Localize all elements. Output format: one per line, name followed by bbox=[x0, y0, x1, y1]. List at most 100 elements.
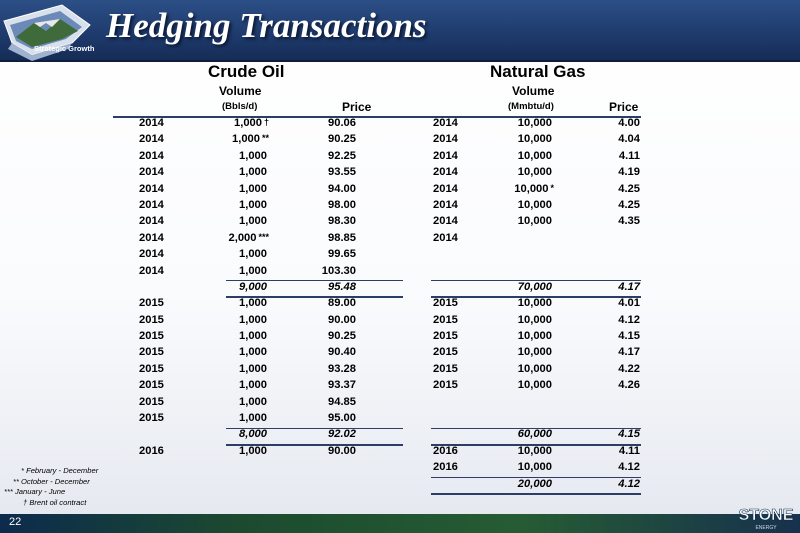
cell-oil-price: 98.00 bbox=[328, 198, 356, 211]
cell-gas-volume: 10,000 bbox=[518, 150, 554, 162]
cell-gas-price: 4.17 bbox=[618, 346, 640, 359]
cell-gas-year: 2014 bbox=[433, 166, 458, 179]
svg-text:ENERGY: ENERGY bbox=[755, 525, 777, 531]
cell-oil-volume: 1,000 bbox=[239, 150, 269, 162]
cell-gas-volume: 10,000 bbox=[518, 379, 554, 391]
cell-oil-price: 90.40 bbox=[328, 346, 356, 359]
cell-gas-price: 4.01 bbox=[618, 297, 640, 310]
footer-bar: 22 bbox=[0, 514, 800, 533]
cell-value: 1,000 bbox=[239, 166, 267, 179]
cell-oil-volume: 1,000 bbox=[239, 199, 269, 211]
cell-gas-price: 4.17 bbox=[618, 280, 640, 293]
subtotal-rule-bottom bbox=[226, 296, 403, 299]
subtotal-rule-top bbox=[226, 280, 403, 281]
table-row: 2015 1,000 93.37 2015 10,000 4.26 bbox=[113, 378, 641, 394]
table-body: 2014 1,000 † 90.06 2014 10,000 4.00 2014 1,000 **… bbox=[113, 116, 641, 496]
cell-oil-volume: 1,000 bbox=[239, 183, 269, 195]
cell-gas-volume bbox=[552, 232, 554, 244]
cell-gas-year: 2015 bbox=[433, 379, 458, 392]
subtotal-row: 9,000 95.48 70,000 4.17 bbox=[113, 280, 641, 296]
cell-gas-year: 2014 bbox=[433, 133, 458, 146]
footnote-marker: * bbox=[550, 182, 554, 193]
cell-oil-volume: 2,000 *** bbox=[228, 232, 269, 244]
cell-value: 1,000 bbox=[239, 198, 267, 211]
oil-volume-header: Volume bbox=[219, 84, 262, 98]
header-rule bbox=[113, 116, 641, 118]
cell-oil-price: 94.00 bbox=[328, 182, 356, 195]
cell-value: 2,000 bbox=[228, 231, 257, 244]
cell-gas-price: 4.12 bbox=[618, 313, 640, 326]
table-row: 2014 1,000 93.55 2014 10,000 4.19 bbox=[113, 165, 641, 181]
cell-gas-volume bbox=[552, 396, 554, 408]
cell-oil-volume: 9,000 bbox=[239, 281, 269, 293]
cell-value: 1,000 bbox=[239, 248, 267, 261]
table-row: 2014 1,000 ** 90.25 2014 10,000 4.04 bbox=[113, 132, 641, 148]
cell-oil-volume: 1,000 ** bbox=[232, 133, 269, 145]
cell-gas-volume: 10,000 bbox=[518, 346, 554, 358]
cell-gas-price: 4.19 bbox=[618, 166, 640, 179]
cell-value: 1,000 bbox=[239, 444, 267, 457]
cell-oil-year: 2015 bbox=[139, 313, 164, 326]
footnote: ** October - December bbox=[13, 476, 90, 486]
page-number: 22 bbox=[9, 516, 22, 528]
cell-gas-price: 4.25 bbox=[618, 182, 640, 195]
oil-volume-unit: (Bbls/d) bbox=[222, 101, 258, 112]
cell-oil-price: 103.30 bbox=[321, 264, 356, 277]
cell-gas-volume: 10,000 bbox=[518, 363, 554, 375]
cell-oil-year: 2015 bbox=[139, 379, 164, 392]
cell-value: 10,000 bbox=[517, 149, 552, 162]
cell-oil-price: 92.25 bbox=[328, 149, 356, 162]
cell-value: 10,000 bbox=[517, 297, 552, 310]
stone-company-logo: STONE ENERGY bbox=[738, 507, 794, 531]
cell-value: 20,000 bbox=[517, 477, 552, 490]
cell-value: 1,000 bbox=[239, 362, 267, 375]
cell-value: 1,000 bbox=[239, 264, 267, 277]
cell-oil-price: 90.00 bbox=[328, 444, 356, 457]
cell-gas-price: 4.15 bbox=[618, 428, 640, 441]
cell-oil-volume: 1,000 † bbox=[234, 117, 269, 129]
cell-gas-volume: 10,000 * bbox=[514, 183, 554, 195]
oil-price-header: Price bbox=[342, 100, 372, 114]
table-row: 2015 1,000 90.40 2015 10,000 4.17 bbox=[113, 345, 641, 361]
cell-gas-year: 2014 bbox=[433, 198, 458, 211]
cell-gas-year: 2015 bbox=[433, 297, 458, 310]
cell-value: 10,000 bbox=[517, 444, 552, 457]
footnote: *** January - June bbox=[4, 487, 66, 496]
cell-gas-price: 4.35 bbox=[618, 215, 640, 228]
cell-oil-volume: 8,000 bbox=[239, 428, 269, 440]
table-row: 2014 1,000 92.25 2014 10,000 4.11 bbox=[113, 149, 641, 165]
cell-gas-volume: 10,000 bbox=[518, 199, 554, 211]
cell-value: 10,000 bbox=[517, 198, 552, 211]
subtotal-row: 20,000 4.12 bbox=[113, 477, 641, 493]
cell-value: 1,000 bbox=[239, 395, 267, 408]
cell-oil-volume: 1,000 bbox=[239, 166, 269, 178]
cell-oil-year: 2014 bbox=[139, 117, 164, 129]
cell-oil-price: 90.25 bbox=[328, 330, 356, 343]
cell-oil-price: 90.06 bbox=[328, 117, 356, 129]
cell-oil-year: 2016 bbox=[139, 444, 164, 457]
subtotal-rule-bottom bbox=[431, 296, 641, 299]
cell-oil-volume: 1,000 bbox=[239, 215, 269, 227]
cell-gas-volume bbox=[552, 248, 554, 260]
cell-oil-year: 2015 bbox=[139, 330, 164, 343]
cell-gas-year: 2014 bbox=[433, 182, 458, 195]
table-row: 2014 1,000 † 90.06 2014 10,000 4.00 bbox=[113, 116, 641, 132]
gas-volume-unit: (Mmbtu/d) bbox=[508, 101, 554, 112]
crude-oil-heading: Crude Oil bbox=[208, 62, 285, 81]
cell-oil-year: 2014 bbox=[139, 231, 164, 244]
cell-value: 10,000 bbox=[517, 166, 552, 179]
cell-value: 1,000 bbox=[239, 346, 267, 359]
cell-oil-year: 2014 bbox=[139, 248, 164, 261]
footnotes: * February - December ** October - Decem… bbox=[2, 466, 98, 508]
table-row: 2014 1,000 99.65 bbox=[113, 247, 641, 263]
cell-gas-year: 2015 bbox=[433, 362, 458, 375]
cell-oil-year: 2014 bbox=[139, 182, 164, 195]
cell-oil-price: 93.37 bbox=[328, 379, 356, 392]
cell-oil-year: 2014 bbox=[139, 166, 164, 179]
cell-value: 9,000 bbox=[239, 280, 267, 293]
subtotal-rule-bottom bbox=[431, 444, 641, 446]
cell-oil-volume: 1,000 bbox=[239, 396, 269, 408]
cell-gas-price: 4.15 bbox=[618, 330, 640, 343]
cell-gas-volume: 10,000 bbox=[518, 314, 554, 326]
cell-value: 1,000 bbox=[239, 379, 267, 392]
